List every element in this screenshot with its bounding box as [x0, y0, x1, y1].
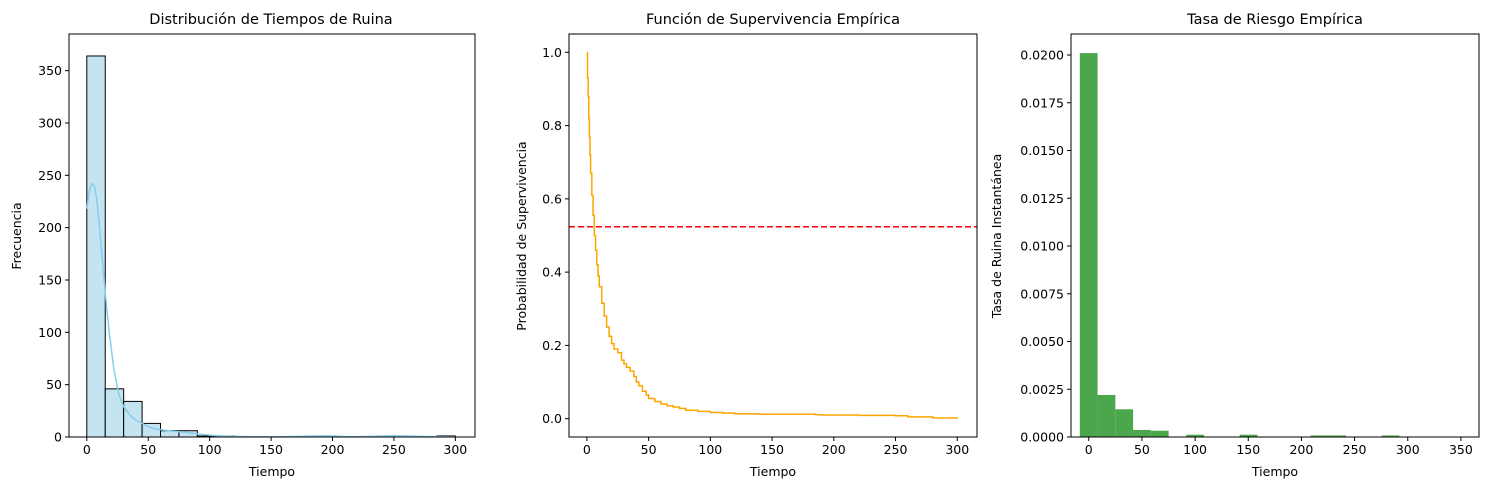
survival-title: Función de Supervivencia Empírica	[646, 12, 900, 28]
histogram-y-ticks: 0 50 100 150 200 250 300 350	[38, 63, 69, 445]
hazard-bar	[1186, 434, 1205, 437]
y-tick-label: 0.2	[542, 338, 562, 353]
y-tick-label: 100	[38, 325, 62, 340]
hazard-bar	[1328, 435, 1347, 437]
histogram-title: Distribución de Tiempos de Ruina	[149, 12, 392, 28]
y-tick-label: 0.0050	[1020, 334, 1064, 349]
x-tick-label: 200	[321, 442, 345, 457]
y-tick-label: 1.0	[542, 45, 562, 60]
survival-marks	[569, 51, 977, 419]
survival-ylabel: Probabilidad de Supervivencia	[514, 141, 529, 330]
x-tick-label: 50	[641, 442, 657, 457]
hazard-bar	[1381, 435, 1400, 437]
hazard-title: Tasa de Riesgo Empírica	[1186, 12, 1363, 28]
hazard-y-ticks: 0.0000 0.0025 0.0050 0.0075 0.0100 0.0125 0.01…	[1020, 48, 1071, 445]
x-tick-label: 250	[884, 442, 908, 457]
x-tick-label: 200	[822, 442, 846, 457]
hazard-bar	[1310, 435, 1329, 437]
panel-survival: Función de Supervivencia Empírica 0 50 100…	[514, 12, 978, 479]
x-tick-label: 300	[945, 442, 969, 457]
x-tick-label: 150	[760, 442, 784, 457]
y-tick-label: 0.0200	[1020, 48, 1064, 63]
y-tick-label: 0.0125	[1020, 191, 1064, 206]
hazard-xlabel: Tiempo	[1251, 464, 1298, 479]
x-tick-label: 50	[140, 442, 156, 457]
x-tick-label: 300	[1396, 442, 1420, 457]
y-tick-label: 0.0	[542, 411, 562, 426]
x-tick-label: 0	[83, 442, 91, 457]
y-tick-label: 0.0075	[1020, 286, 1064, 301]
x-tick-label: 100	[198, 442, 222, 457]
y-tick-label: 0.0100	[1020, 239, 1064, 254]
x-tick-label: 300	[443, 442, 467, 457]
histogram-x-ticks: 0 50 100 150 200 250 300	[83, 437, 467, 457]
y-tick-label: 300	[38, 115, 62, 130]
y-tick-label: 0.6	[542, 191, 562, 206]
x-tick-label: 100	[698, 442, 722, 457]
y-tick-label: 250	[38, 168, 62, 183]
y-tick-label: 0	[54, 430, 62, 445]
histogram-xlabel: Tiempo	[248, 464, 295, 479]
y-tick-label: 0.0000	[1020, 430, 1064, 445]
y-tick-label: 350	[38, 63, 62, 78]
y-tick-label: 50	[46, 377, 62, 392]
hazard-bar	[1133, 429, 1151, 437]
y-tick-label: 150	[38, 272, 62, 287]
y-tick-label: 0.4	[542, 265, 562, 280]
hazard-marks	[1079, 53, 1400, 438]
hazard-bar	[1097, 394, 1116, 437]
y-tick-label: 0.0175	[1020, 95, 1064, 110]
panel-histogram: Distribución de Tiempos de Ruina 0 50 100 1…	[9, 12, 476, 479]
survival-y-ticks: 0.0 0.2 0.4 0.6 0.8 1.0	[542, 45, 569, 426]
x-tick-label: 50	[1134, 442, 1150, 457]
histogram-bar	[123, 400, 143, 438]
histogram-bar	[86, 55, 106, 438]
survival-frame	[568, 33, 978, 438]
hazard-ylabel: Tasa de Ruina Instantánea	[989, 154, 1004, 319]
x-tick-label: 0	[583, 442, 591, 457]
x-tick-label: 150	[259, 442, 283, 457]
y-tick-label: 0.0150	[1020, 143, 1064, 158]
hazard-frame	[1070, 33, 1480, 438]
x-tick-label: 150	[1236, 442, 1260, 457]
survival-xlabel: Tiempo	[749, 464, 796, 479]
x-tick-label: 350	[1449, 442, 1473, 457]
y-tick-label: 0.0025	[1020, 382, 1064, 397]
y-tick-label: 0.8	[542, 118, 562, 133]
y-tick-label: 200	[38, 220, 62, 235]
panel-hazard: Tasa de Riesgo Empírica 0 50 100 150 200 250 3…	[989, 12, 1480, 479]
kde-curve	[86, 182, 456, 438]
x-tick-label: 200	[1289, 442, 1313, 457]
hazard-x-ticks: 0 50 100 150 200 250 300 350	[1085, 437, 1473, 457]
histogram-ylabel: Frecuencia	[9, 202, 24, 269]
x-tick-label: 100	[1183, 442, 1207, 457]
histogram-frame	[68, 33, 476, 438]
histogram-marks	[86, 55, 456, 438]
x-tick-label: 250	[1343, 442, 1367, 457]
x-tick-label: 250	[382, 442, 406, 457]
survival-line	[586, 51, 958, 419]
histogram-bar	[104, 388, 125, 438]
survival-x-ticks: 0 50 100 150 200 250 300	[583, 437, 969, 457]
hazard-bar	[1150, 430, 1169, 437]
hazard-bar	[1115, 409, 1134, 437]
hazard-bar	[1079, 53, 1098, 438]
hazard-bar	[1239, 434, 1258, 437]
x-tick-label: 0	[1085, 442, 1093, 457]
